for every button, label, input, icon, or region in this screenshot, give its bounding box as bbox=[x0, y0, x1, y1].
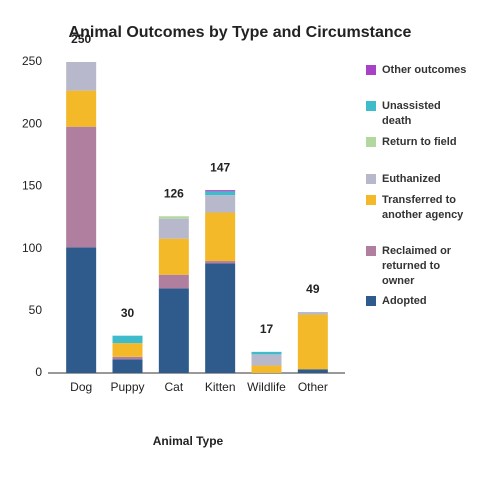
legend-swatch bbox=[366, 246, 376, 256]
bar-segment bbox=[66, 126, 97, 248]
bar-segment bbox=[158, 238, 189, 275]
bar-segment bbox=[158, 274, 189, 289]
y-tick-label: 150 bbox=[22, 179, 42, 193]
legend-swatch bbox=[366, 101, 376, 111]
bar-segment bbox=[205, 190, 236, 192]
bar-segment bbox=[205, 263, 236, 373]
x-tick-label: Wildlife bbox=[247, 380, 286, 394]
bar-segment bbox=[112, 335, 143, 344]
bar-segment bbox=[297, 314, 328, 370]
bar-segment bbox=[251, 365, 282, 373]
y-tick-label: 0 bbox=[35, 365, 42, 379]
bar-segment bbox=[297, 369, 328, 373]
legend-label: Transferred to another agency bbox=[382, 194, 464, 221]
total-label: 147 bbox=[210, 160, 230, 174]
bar-segment bbox=[205, 191, 236, 196]
bar-segment bbox=[112, 356, 143, 360]
legend-swatch bbox=[366, 296, 376, 306]
x-axis-title: Animal Type bbox=[153, 434, 224, 448]
bar-segment bbox=[297, 312, 328, 315]
x-tick-label: Cat bbox=[164, 380, 183, 394]
legend-label: Reclaimed or returned to owner bbox=[382, 245, 452, 287]
chart-title: Animal Outcomes by Type and Circumstance bbox=[69, 24, 412, 41]
x-tick-label: Other bbox=[298, 380, 328, 394]
legend-label: Euthanized bbox=[382, 173, 441, 185]
bar-segment bbox=[158, 218, 189, 239]
y-tick-label: 250 bbox=[22, 54, 42, 68]
total-label: 30 bbox=[121, 306, 135, 320]
bar-segment bbox=[251, 354, 282, 366]
total-label: 126 bbox=[164, 186, 184, 200]
bar-segment bbox=[158, 216, 189, 219]
legend-label: Adopted bbox=[382, 295, 427, 307]
bar-segment bbox=[158, 288, 189, 373]
bar-segment bbox=[66, 247, 97, 373]
bar-segment bbox=[251, 351, 282, 355]
bar-segment bbox=[205, 195, 236, 213]
y-tick-label: 100 bbox=[22, 241, 42, 255]
total-label: 250 bbox=[71, 32, 91, 46]
x-tick-label: Kitten bbox=[205, 380, 236, 394]
legend-label: Unassisted death bbox=[382, 100, 441, 127]
legend-swatch bbox=[366, 174, 376, 184]
total-label: 17 bbox=[260, 322, 274, 336]
legend-swatch bbox=[366, 137, 376, 147]
legend-label: Return to field bbox=[382, 136, 457, 148]
legend-swatch bbox=[366, 195, 376, 205]
bar-segment bbox=[66, 62, 97, 91]
bar-segment bbox=[205, 261, 236, 264]
x-tick-label: Puppy bbox=[110, 380, 144, 394]
legend-label: Other outcomes bbox=[382, 64, 467, 76]
x-tick-label: Dog bbox=[70, 380, 92, 394]
bar-segment bbox=[205, 212, 236, 262]
y-tick-label: 200 bbox=[22, 116, 42, 130]
bar-segment bbox=[66, 90, 97, 127]
total-label: 49 bbox=[306, 282, 320, 296]
bar-segment bbox=[112, 359, 143, 373]
bar-segment bbox=[112, 343, 143, 357]
legend-swatch bbox=[366, 65, 376, 75]
y-tick-label: 50 bbox=[29, 303, 43, 317]
